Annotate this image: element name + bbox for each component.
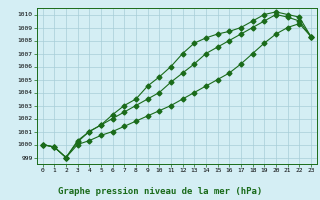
Text: Graphe pression niveau de la mer (hPa): Graphe pression niveau de la mer (hPa) — [58, 187, 262, 196]
